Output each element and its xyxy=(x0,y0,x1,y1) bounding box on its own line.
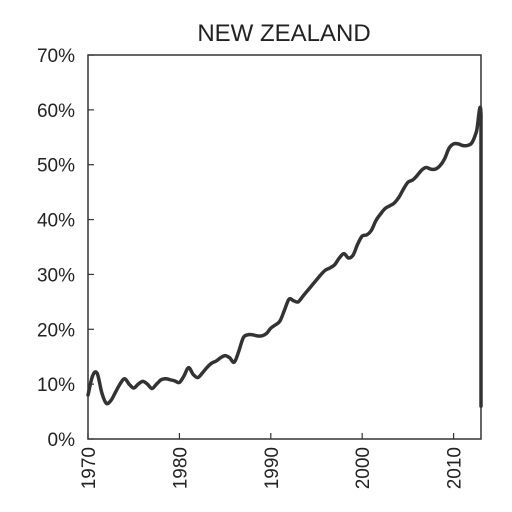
x-tick-label: 1970 xyxy=(79,447,100,489)
x-tick-label: 2000 xyxy=(353,447,374,489)
y-tick-label: 20% xyxy=(37,320,75,341)
series-line xyxy=(86,105,483,408)
x-tick-label: 1990 xyxy=(262,447,283,489)
y-tick-label: 60% xyxy=(37,101,75,122)
x-axis: 1970 1980 1990 2000 2010 xyxy=(79,433,466,489)
y-tick-label: 40% xyxy=(37,211,75,232)
y-tick-label: 70% xyxy=(37,46,75,67)
x-tick-label: 2010 xyxy=(445,447,466,489)
y-tick-label: 10% xyxy=(37,375,75,396)
x-tick-label: 1980 xyxy=(170,447,191,489)
y-axis: 0% 10% 20% 30% 40% 50% 60% 70% xyxy=(37,46,94,451)
y-tick-label: 50% xyxy=(37,156,75,177)
y-tick-label: 0% xyxy=(48,430,76,451)
y-tick-label: 30% xyxy=(37,265,75,286)
chart-title: NEW ZEALAND xyxy=(197,20,370,47)
plot-area xyxy=(87,54,482,440)
